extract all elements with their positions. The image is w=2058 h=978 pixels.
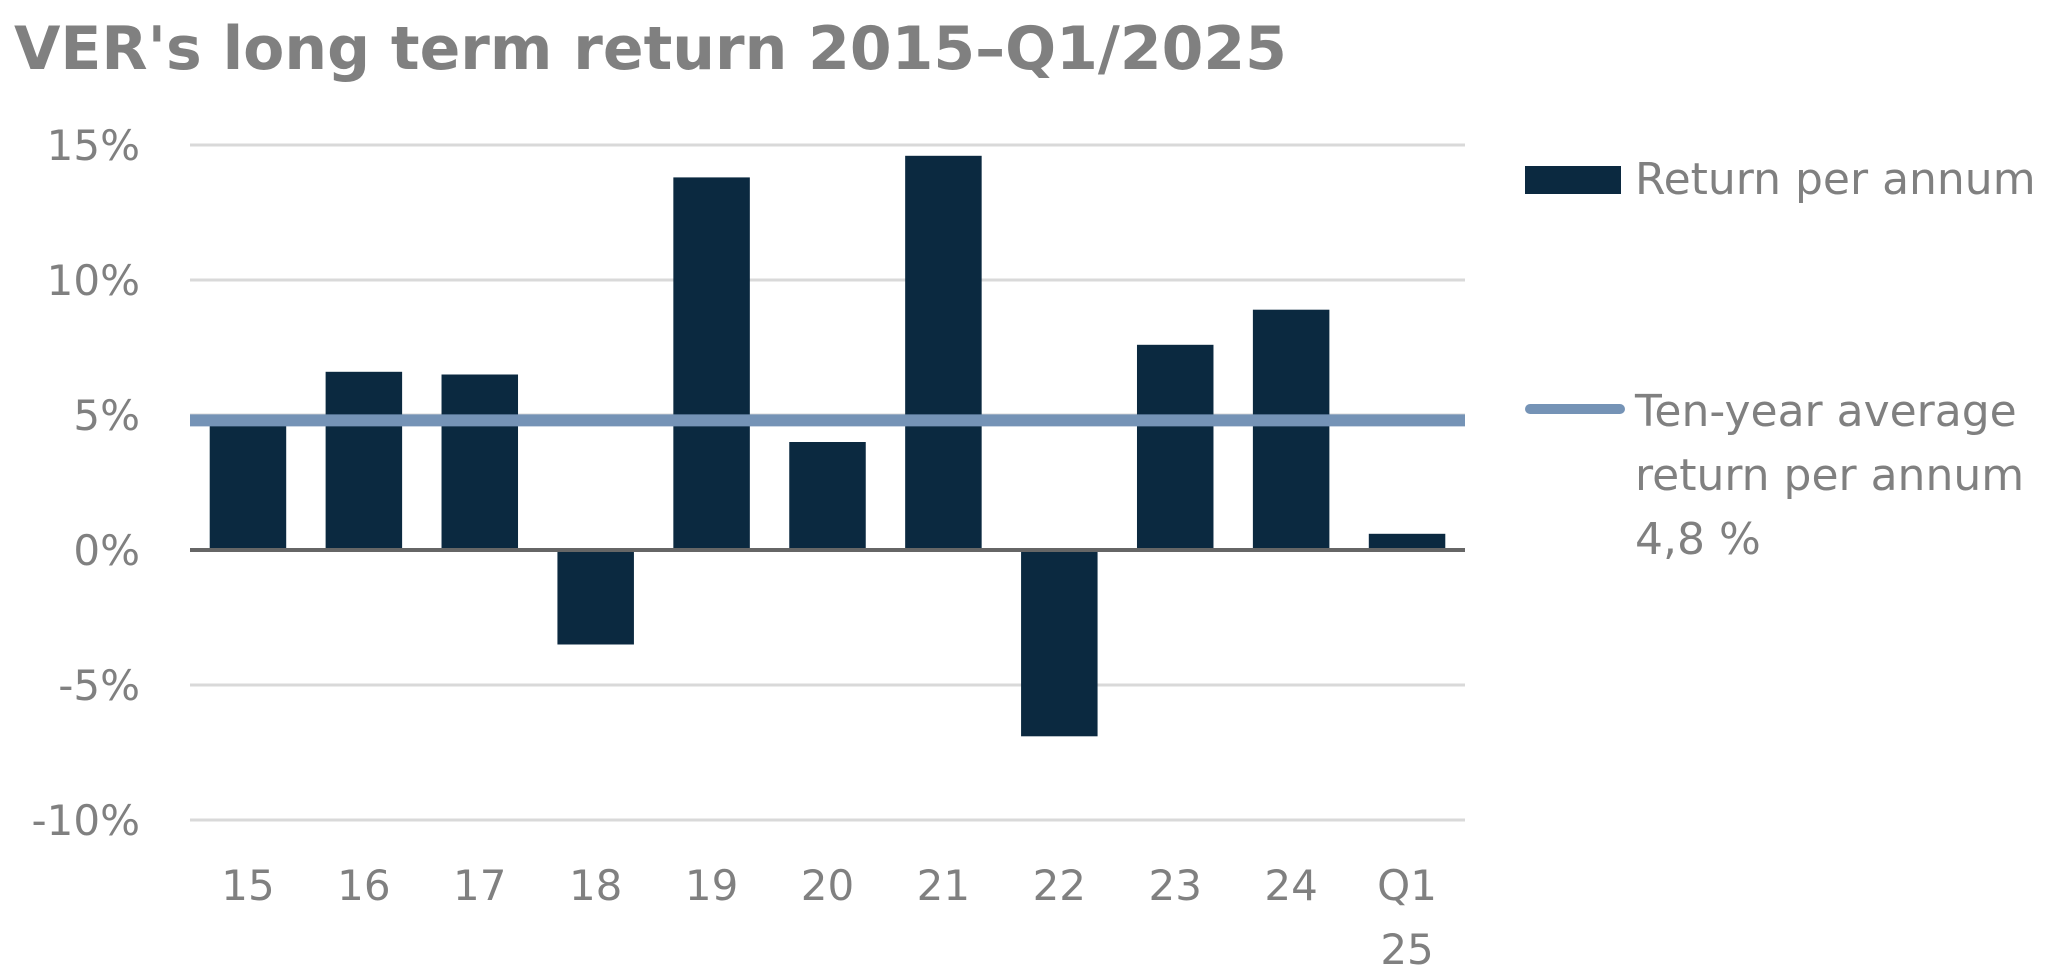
chart-title: VER's long term return 2015–Q1/2025 [14, 14, 1287, 84]
bar [1252, 309, 1330, 550]
x-axis-tick-labels: 15 16 17 18 19 20 21 22 23 24 Q1 25 [221, 861, 1437, 974]
x-tick-label: 24 [1264, 861, 1317, 910]
y-tick-label: 15% [47, 121, 140, 170]
bar [1136, 344, 1214, 550]
y-tick-label: 10% [47, 256, 140, 305]
bar [673, 177, 750, 550]
legend-bar-label: Return per annum [1635, 154, 2036, 205]
bar [1368, 533, 1446, 550]
x-tick-label: 16 [337, 861, 390, 910]
bar [325, 371, 403, 550]
bar [789, 442, 866, 550]
y-tick-label: 5% [73, 391, 140, 440]
x-tick-label: 21 [917, 861, 970, 910]
x-tick-label: 17 [453, 861, 506, 910]
x-tick-label: 23 [1149, 861, 1202, 910]
y-axis-tick-labels: 15% 10% 5% 0% -5% -10% [31, 121, 140, 845]
x-tick-label: 18 [569, 861, 622, 910]
x-tick-label: 15 [221, 861, 274, 910]
y-tick-label: -5% [58, 661, 140, 710]
bar [1021, 550, 1098, 737]
x-tick-label: Q1 25 [1377, 861, 1437, 974]
bar [557, 550, 634, 645]
bars [209, 155, 1446, 737]
legend-bar-swatch [1525, 166, 1621, 194]
bar [905, 155, 982, 551]
y-tick-label: 0% [73, 526, 140, 575]
x-tick-label: 22 [1033, 861, 1086, 910]
x-tick-label: 19 [685, 861, 738, 910]
bar [441, 374, 519, 550]
legend-line-swatch [1525, 404, 1625, 414]
y-tick-label: -10% [31, 796, 140, 845]
legend-line-label: Ten-year average return per annum 4,8 % [1635, 386, 2025, 565]
bar [209, 420, 287, 550]
x-tick-label: 20 [801, 861, 854, 910]
